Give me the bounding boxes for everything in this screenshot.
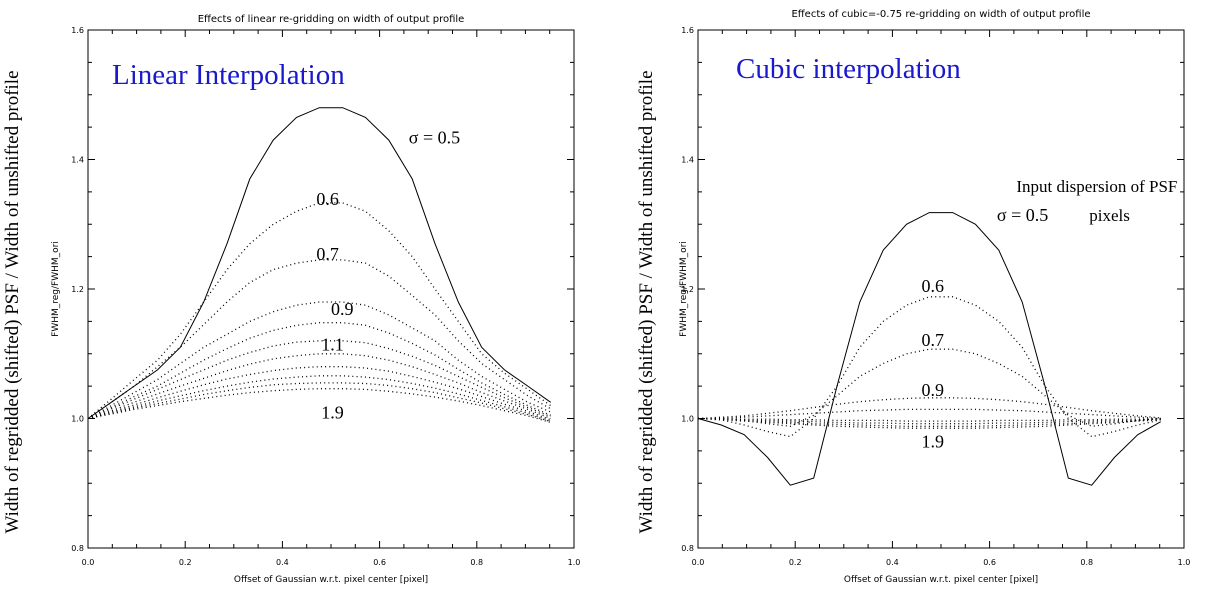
y-tick-label: 1.4 (681, 156, 694, 165)
series-line-1-7 (87, 382, 551, 423)
curve-annotation: 0.9 (922, 380, 945, 400)
series-line-0-5 (87, 107, 551, 419)
x-tick-label: 0.4 (886, 558, 899, 567)
y-tick-label: 0.8 (681, 544, 694, 553)
chart-panel-left: 0.0 0.2 0.4 0.6 0.8 1.0 0.8 1.0 1.2 1.4 1.6 Effects… (2, 14, 580, 585)
x-tick-label: 1.0 (568, 558, 581, 567)
curve-annotation: 0.7 (316, 244, 339, 264)
x-axis-label: Offset of Gaussian w.r.t. pixel center [… (234, 575, 428, 585)
x-tick-label: 0.0 (692, 558, 705, 567)
x-tick-label: 0.8 (470, 558, 483, 567)
y-tick-label: 1.0 (71, 415, 84, 424)
series-line-0-5 (697, 212, 1161, 486)
curve-annotation: 0.9 (331, 299, 354, 319)
panel-heading: Cubic interpolation (736, 53, 961, 85)
x-axis-label: Offset of Gaussian w.r.t. pixel center [… (844, 575, 1038, 585)
chart-panel-right: 0.0 0.2 0.4 0.6 0.8 1.0 0.8 1.0 1.2 1.4 1.6 Effects… (636, 9, 1190, 585)
series-line-0-8 (87, 301, 551, 420)
x-tick-label: 1.0 (1178, 558, 1191, 567)
outer-y-axis-label: Width of regridded (shifted) PSF / Width… (2, 70, 23, 533)
series-line-0-9 (87, 322, 551, 420)
chart-title: Effects of linear re-gridding on width o… (198, 14, 465, 25)
curve-annotation: 0.6 (922, 276, 945, 296)
curve-annotation: Input dispersion of PSF (1016, 177, 1177, 196)
series-line-1-0 (87, 340, 551, 420)
curve-annotation: σ = 0.5 (409, 127, 460, 147)
x-tick-label: 0.0 (82, 558, 95, 567)
x-tick-label: 0.2 (179, 558, 192, 567)
y-tick-label: 1.2 (681, 285, 694, 294)
series-line-1-1 (697, 408, 1161, 420)
series-line-1-5 (697, 417, 1161, 425)
y-tick-label: 1.6 (71, 26, 84, 35)
y-tick-label: 0.8 (71, 544, 84, 553)
series-line-1-3 (698, 417, 1161, 422)
curve-annotation: pixels (1089, 206, 1130, 225)
y-tick-label: 1.6 (681, 26, 694, 35)
x-tick-label: 0.4 (276, 558, 289, 567)
curve-annotation: 1.9 (922, 432, 945, 452)
series-line-0-7 (87, 259, 552, 420)
y-axis-label: FWHM_reg/FWHM_ori (51, 241, 61, 337)
x-tick-label: 0.6 (373, 558, 386, 567)
series-line-1-7 (697, 417, 1161, 427)
series-line-1-9 (697, 417, 1161, 429)
series-line-1-5 (87, 375, 551, 422)
y-axis-label: FWHM_reg/FWHM_ori (679, 241, 689, 337)
series-line-1-3 (87, 366, 551, 421)
curve-annotation: 1.9 (321, 403, 344, 423)
curve-annotation: 0.6 (316, 189, 339, 209)
x-tick-label: 0.2 (789, 558, 802, 567)
series-line-0-6 (697, 296, 1161, 438)
outer-y-axis-label: Width of regridded (shifted) PSF / Width… (636, 70, 657, 533)
panel-heading: Linear Interpolation (112, 59, 345, 91)
chart-title: Effects of cubic=-0.75 re-gridding on wi… (791, 9, 1090, 20)
y-tick-label: 1.4 (71, 156, 84, 165)
y-tick-label: 1.2 (71, 285, 84, 294)
series-line-1-9 (87, 388, 551, 424)
x-tick-label: 0.8 (1080, 558, 1093, 567)
y-tick-label: 1.0 (681, 415, 694, 424)
series-line-0-9 (697, 397, 1161, 420)
curve-annotation: 0.7 (922, 330, 945, 350)
curve-annotation: 1.1 (321, 335, 344, 355)
x-tick-label: 0.6 (983, 558, 996, 567)
curve-annotation: σ = 0.5 (997, 205, 1048, 225)
